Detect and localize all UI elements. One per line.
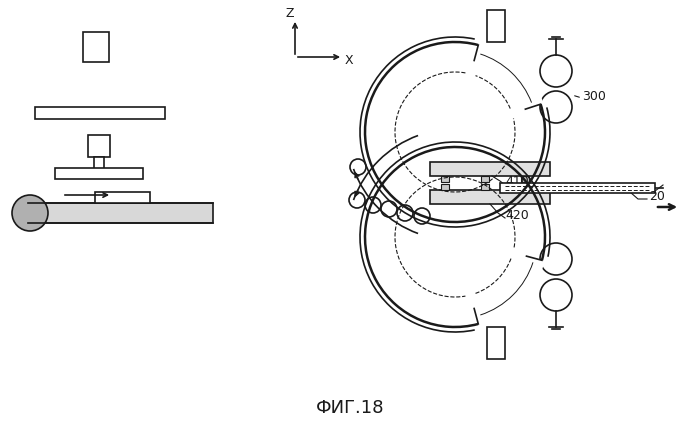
Bar (95, 192, 150, 203)
Circle shape (365, 197, 381, 213)
Bar (521, 184, 529, 190)
Circle shape (540, 55, 572, 87)
Bar (487, 327, 505, 359)
Bar (521, 176, 529, 182)
Wedge shape (455, 63, 523, 132)
Bar (88, 135, 110, 157)
Wedge shape (455, 237, 524, 306)
Text: ФИГ.18: ФИГ.18 (316, 399, 384, 417)
Bar (441, 184, 449, 190)
Bar (83, 32, 109, 62)
Circle shape (381, 201, 397, 217)
Text: Z: Z (285, 7, 293, 20)
Circle shape (414, 208, 430, 224)
Bar (430, 162, 550, 176)
Bar (94, 157, 104, 169)
Circle shape (540, 243, 572, 275)
Bar (430, 190, 550, 204)
Wedge shape (455, 237, 545, 327)
Text: X: X (345, 54, 354, 67)
Bar (500, 183, 655, 193)
Bar (481, 176, 489, 182)
Bar (487, 10, 505, 42)
Text: 420: 420 (505, 209, 528, 222)
Circle shape (540, 279, 572, 311)
Circle shape (349, 192, 365, 208)
Wedge shape (455, 42, 543, 132)
Bar (28, 203, 213, 223)
Bar (55, 168, 143, 179)
Circle shape (12, 195, 48, 231)
Text: 410: 410 (505, 175, 528, 188)
Circle shape (540, 91, 572, 123)
Text: 20: 20 (649, 190, 665, 203)
Circle shape (350, 159, 366, 175)
Text: 300: 300 (582, 90, 606, 103)
Bar (441, 176, 449, 182)
Bar (35, 107, 165, 119)
Circle shape (397, 205, 413, 221)
Bar (481, 184, 489, 190)
